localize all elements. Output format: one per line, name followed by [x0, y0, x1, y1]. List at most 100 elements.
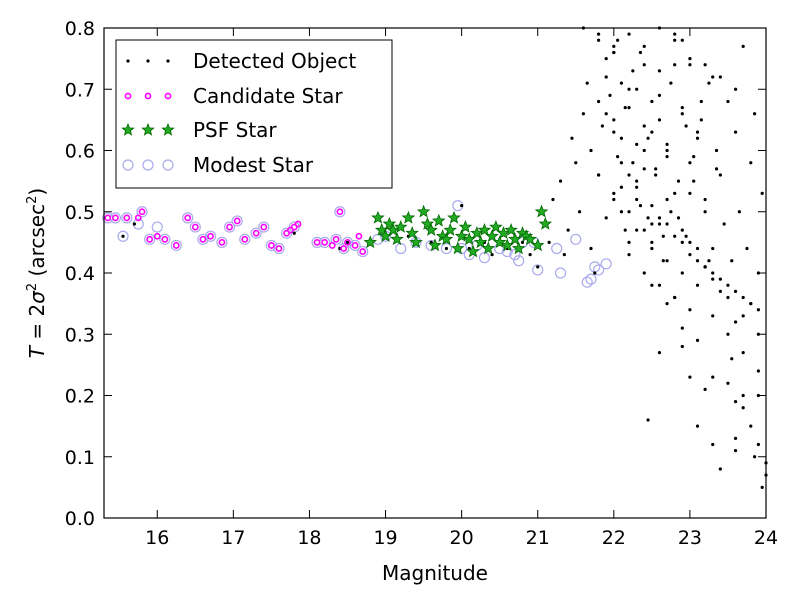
- detected-point: [596, 173, 601, 177]
- legend-box: [115, 39, 393, 189]
- x-tick-label: 23: [678, 527, 702, 549]
- detected-point: [444, 246, 449, 251]
- detected-point: [692, 155, 696, 159]
- detected-point: [718, 289, 722, 293]
- legend-marker-psf-star: [161, 122, 175, 136]
- psf-star-point: [390, 232, 404, 246]
- modest-point: [170, 239, 182, 252]
- modest-point: [330, 233, 342, 245]
- psf-star-point: [443, 222, 457, 236]
- modest-point: [197, 233, 209, 245]
- detected-point: [570, 136, 574, 140]
- detected-point: [650, 222, 654, 226]
- candidate-point: [123, 214, 131, 222]
- psf-star-point: [534, 204, 549, 218]
- x-tick-label: 24: [754, 527, 778, 549]
- detected-point: [635, 185, 639, 189]
- detected-point: [596, 38, 601, 42]
- modest-point: [159, 233, 171, 245]
- modest-point: [319, 236, 331, 248]
- detected-point: [669, 81, 673, 85]
- modest-point: [513, 255, 525, 267]
- psf-star-point: [496, 226, 511, 239]
- candidate-point: [359, 248, 367, 255]
- psf-star-point: [489, 220, 503, 233]
- detected-point: [646, 418, 650, 422]
- modest-point: [334, 206, 346, 218]
- detected-point: [627, 106, 631, 110]
- x-tick-label: 17: [221, 527, 245, 549]
- detected-point: [600, 124, 605, 128]
- modest-point: [117, 230, 129, 242]
- detected-point: [654, 173, 658, 177]
- detected-point: [657, 351, 662, 355]
- modest-point: [151, 221, 163, 233]
- psf-star-point: [523, 232, 537, 246]
- legend-marker-candidate: [144, 92, 152, 100]
- legend-marker-psf-star: [121, 122, 135, 136]
- detected-point: [627, 173, 631, 177]
- detected-point: [650, 283, 654, 287]
- modest-point: [250, 227, 262, 239]
- detected-point: [635, 87, 639, 91]
- candidate-point: [313, 238, 321, 246]
- candidate-point: [340, 245, 348, 252]
- detected-point: [714, 148, 719, 153]
- detected-point: [695, 259, 700, 263]
- y-tick-label: 0.2: [65, 386, 95, 408]
- detected-point: [635, 142, 639, 146]
- psf-star-point: [466, 244, 480, 258]
- detected-point: [642, 271, 646, 275]
- legend-marker-modest: [122, 159, 134, 171]
- detected-point: [703, 387, 707, 391]
- detected-point: [490, 253, 494, 257]
- y-tick-label: 0.1: [65, 447, 95, 469]
- detected-point: [589, 148, 593, 153]
- psf-star-point: [394, 220, 408, 233]
- modest-point: [265, 239, 278, 252]
- detected-point: [711, 75, 715, 79]
- detected-point: [741, 295, 745, 300]
- detected-point: [688, 57, 692, 61]
- detected-point: [730, 259, 734, 263]
- detected-point: [684, 234, 688, 238]
- legend-label-psf: PSF Star: [193, 118, 277, 142]
- detected-point: [718, 277, 722, 281]
- detected-point: [695, 424, 700, 428]
- candidate-point: [268, 242, 275, 249]
- modest-point: [600, 258, 612, 270]
- legend-marker-psf-star: [141, 122, 155, 136]
- modest-point: [532, 264, 544, 276]
- legend-label-modest: Modest Star: [193, 153, 314, 177]
- x-tick-label: 21: [526, 527, 550, 549]
- detected-point: [654, 167, 658, 171]
- detected-point: [650, 204, 654, 208]
- detected-point: [650, 246, 654, 251]
- psf-star-point: [470, 226, 484, 239]
- detected-point: [627, 253, 631, 257]
- detected-point: [608, 93, 612, 97]
- detected-point: [665, 259, 669, 263]
- detected-point: [749, 424, 753, 428]
- psf-star-point: [485, 229, 499, 243]
- detected-point: [726, 381, 730, 385]
- detected-point: [657, 283, 662, 287]
- detected-point: [711, 442, 715, 447]
- legend-marker-detected: [146, 59, 150, 63]
- candidate-point: [134, 214, 142, 222]
- detected-point: [730, 357, 734, 361]
- candidate-point: [351, 242, 359, 249]
- psf-star-point: [420, 216, 435, 230]
- detected-point: [718, 75, 722, 79]
- y-tick-label: 0.5: [65, 202, 95, 224]
- detected-point: [657, 216, 662, 220]
- psf-star-point: [451, 241, 465, 255]
- detected-point: [737, 210, 741, 214]
- detected-point: [593, 271, 597, 275]
- detected-point: [688, 253, 692, 257]
- psf-star-point: [416, 204, 431, 218]
- detected-point: [726, 99, 730, 104]
- detected-point: [711, 314, 715, 318]
- detected-point: [741, 351, 745, 355]
- detected-point: [604, 75, 608, 79]
